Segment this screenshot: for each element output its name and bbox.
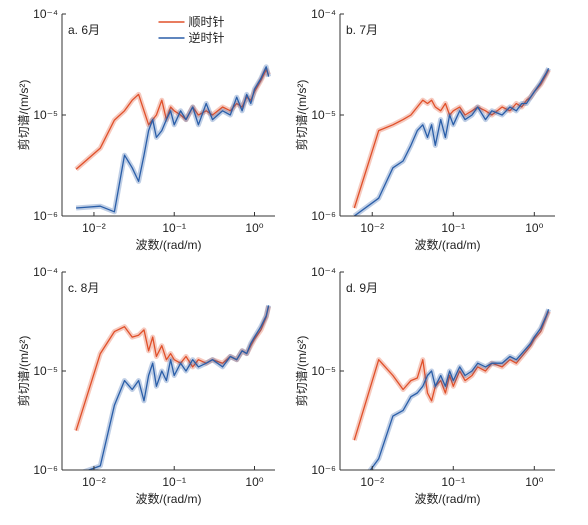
line-band	[81, 304, 272, 470]
y-tick-label: 10⁻⁶	[311, 463, 336, 477]
series-line	[76, 66, 270, 213]
plot-area	[351, 308, 551, 470]
line-band	[352, 67, 551, 216]
x-tick-label: 10⁻¹	[162, 475, 186, 489]
y-axis-label: 剪切谱/(m/s²)	[294, 80, 309, 151]
y-tick-label: 10⁻⁶	[33, 209, 58, 223]
x-tick-label: 10⁻²	[360, 221, 384, 235]
x-tick-label: 10⁻²	[82, 221, 106, 235]
y-axis-label: 剪切谱/(m/s²)	[16, 80, 31, 151]
panel-title: c. 8月	[68, 281, 99, 295]
x-axis-label: 波数/(rad/m)	[414, 237, 480, 252]
x-tick-label: 10⁻²	[82, 475, 106, 489]
y-tick-label: 10⁻⁵	[311, 364, 336, 378]
y-tick-label: 10⁻⁴	[33, 7, 58, 21]
plot-area	[73, 304, 272, 470]
series-line	[353, 68, 550, 216]
y-tick-label: 10⁻⁶	[311, 209, 336, 223]
x-tick-label: 10⁻¹	[441, 475, 465, 489]
line-band	[367, 308, 551, 470]
y-tick-label: 10⁻⁵	[33, 364, 58, 378]
series-line	[353, 69, 550, 209]
legend-label: 顺时针	[189, 14, 225, 29]
panel-title: b. 7月	[346, 23, 378, 37]
legend-label: 逆时针	[189, 30, 225, 45]
x-tick-label: 10⁰	[245, 221, 263, 235]
x-tick-label: 10⁻²	[360, 475, 384, 489]
series-line	[369, 309, 550, 470]
x-tick-label: 10⁰	[525, 221, 543, 235]
x-tick-label: 10⁻¹	[162, 221, 186, 235]
plot-area	[74, 64, 272, 215]
x-tick-label: 10⁰	[245, 475, 263, 489]
y-axis-label: 剪切谱/(m/s²)	[16, 336, 31, 407]
x-axis-label: 波数/(rad/m)	[135, 491, 201, 506]
plot-area	[351, 67, 551, 216]
y-tick-label: 10⁻⁴	[311, 265, 336, 279]
x-tick-label: 10⁰	[525, 475, 543, 489]
x-axis-label: 波数/(rad/m)	[414, 491, 480, 506]
y-tick-label: 10⁻⁵	[311, 108, 336, 122]
series-line	[353, 311, 550, 441]
panel-title: a. 6月	[68, 23, 100, 37]
y-tick-label: 10⁻⁵	[33, 108, 58, 122]
y-tick-label: 10⁻⁶	[33, 463, 58, 477]
series-line	[75, 69, 270, 170]
y-tick-label: 10⁻⁴	[311, 7, 336, 21]
x-axis-label: 波数/(rad/m)	[135, 237, 201, 252]
y-tick-label: 10⁻⁴	[33, 265, 58, 279]
y-axis-label: 剪切谱/(m/s²)	[294, 336, 309, 407]
x-tick-label: 10⁻¹	[441, 221, 465, 235]
panel-title: d. 9月	[346, 281, 378, 295]
series-line	[86, 305, 270, 470]
